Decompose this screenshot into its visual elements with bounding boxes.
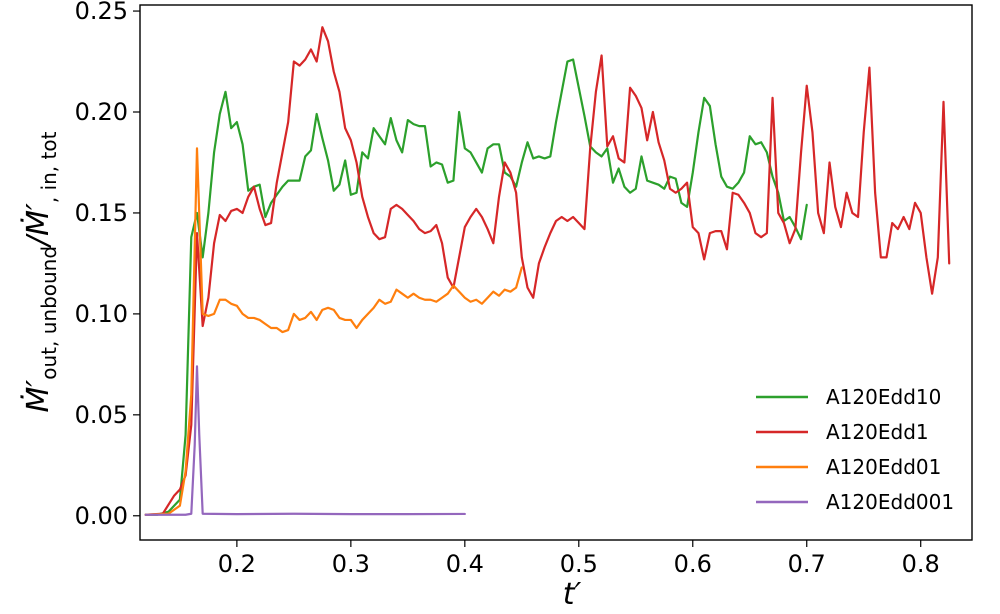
- y-tick-label: 0.05: [75, 401, 128, 429]
- y-tick-label: 0.10: [75, 300, 128, 328]
- x-tick-label: 0.4: [446, 550, 484, 578]
- y-axis: 0.00 0.05 0.10 0.15 0.20 0.25: [75, 0, 140, 530]
- legend-label: A120Edd001: [826, 490, 954, 514]
- series-line-a120edd1: [144, 26, 951, 516]
- series-layer: [144, 26, 951, 516]
- y-axis-label: Ṁ′out, unbound/Ṁ′, in, tot: [20, 131, 61, 412]
- plot-frame: [139, 4, 973, 541]
- y-axis-label-sub1: out, unbound: [37, 246, 61, 380]
- y-axis-label-main: Ṁ′: [20, 380, 56, 413]
- legend-label: A120Edd10: [826, 385, 941, 409]
- x-tick-label: 0.3: [332, 550, 370, 578]
- legend-label: A120Edd01: [826, 455, 941, 479]
- y-axis-label-sub2: , in, tot: [37, 131, 61, 203]
- y-tick-label: 0.20: [75, 98, 128, 126]
- series-line-a120edd01: [144, 147, 523, 516]
- x-axis: 0.2 0.3 0.4 0.5 0.6 0.7 0.8: [218, 540, 940, 578]
- series-line-a120edd10: [144, 58, 808, 516]
- y-tick-label: 0.00: [75, 502, 128, 530]
- legend: A120Edd10 A120Edd1 A120Edd01 A120Edd001: [756, 385, 954, 514]
- y-axis-label-mid: /Ṁ′: [20, 203, 56, 249]
- y-tick-label: 0.15: [75, 199, 128, 227]
- x-axis-label: t′: [563, 577, 582, 612]
- x-tick-label: 0.7: [788, 550, 826, 578]
- x-tick-label: 0.6: [674, 550, 712, 578]
- y-tick-label: 0.25: [75, 0, 128, 25]
- x-tick-label: 0.8: [902, 550, 940, 578]
- y-axis-label-group: Ṁ′out, unbound/Ṁ′, in, tot: [20, 131, 61, 412]
- legend-label: A120Edd1: [826, 420, 929, 444]
- series-line-a120edd001: [144, 365, 466, 516]
- x-tick-label: 0.2: [218, 550, 256, 578]
- x-tick-label: 0.5: [560, 550, 598, 578]
